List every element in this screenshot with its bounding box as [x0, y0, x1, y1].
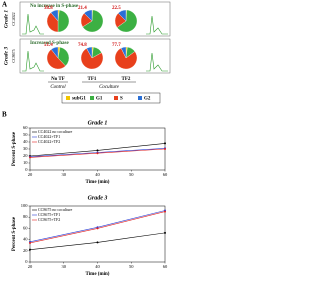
point	[164, 231, 166, 234]
panel-label: A	[2, 1, 7, 9]
y-tick-label: 60	[23, 125, 28, 130]
pie-slice	[82, 9, 104, 33]
column-label: No TF	[51, 77, 65, 82]
group-label: Coculture	[99, 85, 120, 90]
y-tick-label: 40	[23, 139, 28, 144]
y-tick-label: 20	[23, 153, 28, 158]
legend-label: CC4022+TF1	[38, 134, 60, 139]
histogram	[22, 13, 44, 35]
row-title: Increased S-phase	[30, 41, 69, 46]
row-title: No increase in S-phase	[30, 4, 79, 9]
y-tick-label: 50	[23, 132, 28, 137]
x-tick-label: 30	[62, 172, 67, 177]
point	[29, 248, 31, 251]
pie-slice	[114, 47, 138, 70]
point	[96, 149, 99, 152]
pie-slice	[50, 9, 59, 22]
pie-slice	[46, 12, 59, 33]
x-tick-label: 30	[62, 264, 67, 269]
x-axis-label: Time (min)	[86, 272, 110, 277]
pie-slice	[118, 9, 127, 22]
legend-swatch	[66, 96, 70, 100]
x-tick-label: 60	[163, 264, 168, 269]
legend-label: G2	[144, 97, 151, 102]
x-tick-label: 50	[129, 264, 134, 269]
point	[96, 241, 99, 244]
pie-slice	[50, 46, 59, 59]
y-tick-label: 30	[23, 146, 28, 151]
x-tick-label: 20	[28, 172, 33, 177]
pie-slice	[57, 47, 70, 67]
legend-label: subG1	[72, 97, 86, 102]
point	[164, 148, 166, 150]
pie-slice	[57, 9, 70, 33]
y-tick-label: 60	[23, 225, 28, 230]
point	[96, 152, 99, 155]
page: A B Grade 1 CC4022 No increase in S-phase G…	[2, 0, 171, 278]
y-axis-label: Percent S-phase	[12, 131, 17, 166]
row-frame	[19, 1, 171, 37]
x-tick-label: 20	[28, 264, 33, 269]
s-phase-label: 51.4	[44, 43, 53, 48]
legend-label: G1	[96, 97, 103, 102]
legend-swatch	[114, 96, 118, 100]
panel-label: B	[2, 111, 7, 119]
legend-swatch	[138, 96, 142, 100]
s-phase-label: 74.8	[78, 43, 87, 48]
s-phase-label: 77.7	[112, 43, 121, 48]
y-tick-label: 10	[23, 160, 28, 165]
y-axis-label: Percent S-phase	[12, 216, 17, 251]
chart-title: Grade 1	[88, 120, 108, 126]
legend-label: CC8675 no coculture	[38, 207, 72, 212]
point	[164, 142, 166, 145]
cell-line: CC4022	[11, 12, 16, 25]
x-tick-label: 60	[163, 172, 168, 177]
x-tick-label: 40	[95, 264, 100, 269]
pie-slice	[46, 49, 66, 70]
y-tick-label: 100	[21, 203, 29, 208]
point	[29, 241, 31, 244]
s-phase-label: 38.8	[44, 6, 53, 11]
series-line	[29, 232, 166, 250]
s-phase-label: 22.5	[112, 6, 121, 11]
y-tick-label: 0	[25, 259, 28, 264]
x-tick-label: 40	[95, 172, 100, 177]
legend-swatch	[90, 96, 94, 100]
column-label: TF1	[88, 77, 97, 82]
chart-title: Grade 3	[88, 195, 108, 201]
group-label: Control	[50, 85, 66, 90]
y-tick-label: 80	[23, 214, 28, 219]
legend-label: CC4022 no coculture	[38, 129, 72, 134]
y-tick-label: 0	[25, 167, 28, 172]
grade-label: Grade 3	[3, 47, 9, 65]
point	[29, 156, 31, 159]
legend-label: S	[120, 97, 123, 102]
column-label: TF2	[122, 77, 131, 82]
y-tick-label: 20	[23, 248, 28, 253]
grade-label: Grade 1	[3, 10, 9, 28]
pie-slice	[120, 46, 127, 59]
legend-label: CC8675+TF1	[38, 212, 60, 217]
s-phase-label: 21.4	[78, 6, 87, 11]
pie-slice	[80, 48, 104, 70]
legend-label: CC4022+TF2	[38, 139, 60, 144]
point	[164, 210, 166, 213]
pie-slice	[86, 46, 93, 59]
pie-slice	[83, 9, 93, 22]
cell-line: CC8675	[11, 49, 16, 62]
x-tick-label: 50	[129, 172, 134, 177]
pie-slice	[116, 9, 138, 33]
y-tick-label: 40	[23, 237, 28, 242]
point	[96, 227, 99, 230]
legend-label: CC8675+TF2	[38, 217, 60, 222]
row-frame	[19, 38, 171, 74]
histogram	[146, 52, 168, 72]
legend-box	[61, 92, 161, 104]
histogram	[22, 50, 44, 72]
histogram	[146, 15, 168, 35]
x-axis-label: Time (min)	[86, 180, 110, 185]
